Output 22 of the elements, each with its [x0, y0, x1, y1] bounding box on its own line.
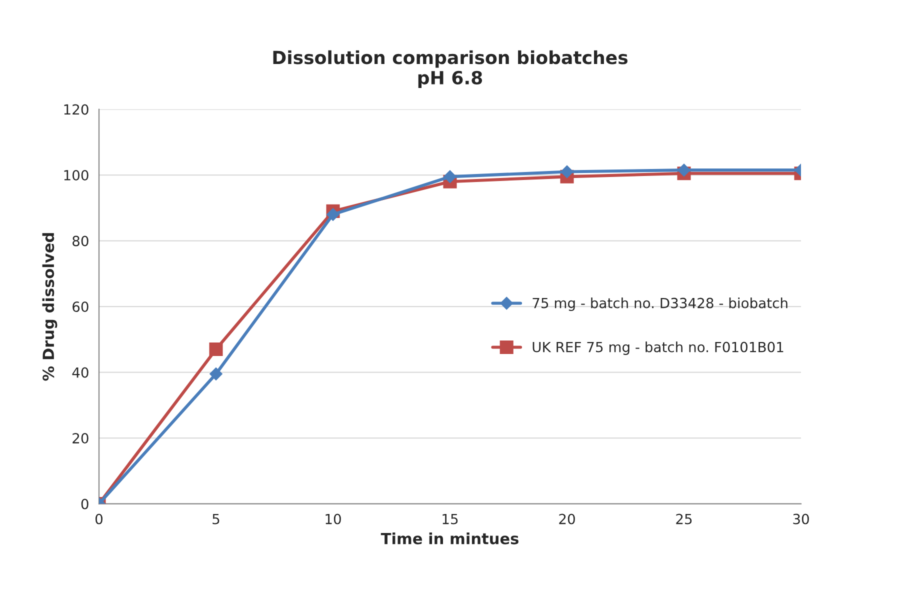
y-tick-label: 100	[64, 170, 88, 180]
y-tick-label: 40	[72, 367, 88, 378]
y-axis-title: % Drug dissolved	[42, 233, 58, 381]
x-tick-label: 25	[676, 514, 692, 524]
point	[560, 165, 574, 178]
x-tick-label: 30	[793, 514, 809, 524]
point	[444, 170, 456, 184]
x-tick-label: 5	[212, 514, 220, 524]
x-tick-label: 0	[95, 514, 102, 524]
legend-label: 75 mg - batch no. D33428 - biobatch	[532, 298, 788, 311]
y-tick-label: 80	[72, 236, 88, 246]
x-tick-label: 15	[442, 514, 458, 524]
y-tick-label: 60	[72, 302, 88, 312]
y-tick-label: 0	[81, 498, 88, 510]
chart-title: Dissolution comparison biobatches pH 6.8	[273, 50, 628, 88]
y-tick-label: 20	[72, 433, 88, 444]
point	[326, 208, 340, 221]
x-tick-label: 20	[559, 514, 575, 524]
legend-label: UK REF 75 mg - batch no. F0101B01	[532, 342, 784, 355]
x-axis-title: Time in mintues	[380, 532, 518, 544]
y-tick-label: 120	[64, 104, 88, 115]
x-tick-label: 10	[326, 514, 341, 524]
